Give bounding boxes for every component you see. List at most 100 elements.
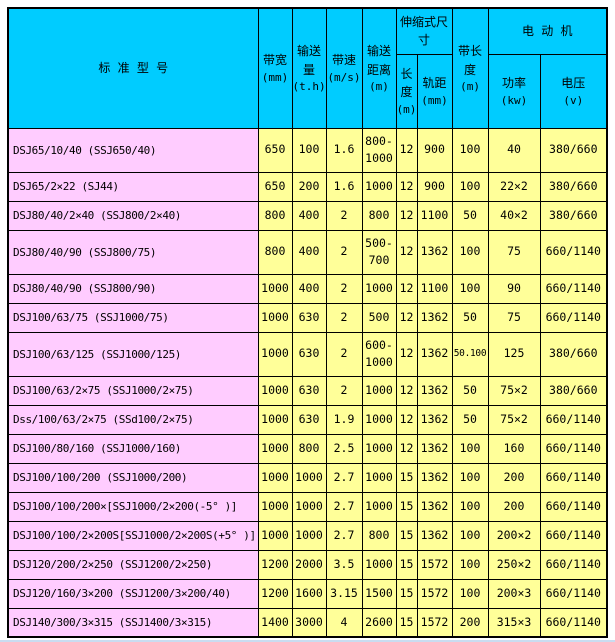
value-cell: 12 — [395, 171, 418, 202]
window-edge-line — [0, 640, 615, 642]
value-cell: 250×2 — [487, 549, 541, 580]
value-cell: 2.7 — [325, 520, 363, 551]
value-cell: 15 — [395, 491, 418, 522]
value-cell: 1000 — [257, 404, 293, 435]
value-cell: 3.15 — [325, 578, 363, 609]
value-cell: 50 — [451, 302, 489, 333]
value-cell: 800 — [361, 520, 397, 551]
header-model: 标 准 型 号 — [7, 7, 259, 129]
value-cell: 2.7 — [325, 462, 363, 493]
value-cell: 200 — [487, 491, 541, 522]
value-cell: 4 — [325, 607, 363, 638]
value-cell: 50 — [451, 200, 489, 231]
value-cell: 1000 — [257, 433, 293, 464]
value-cell: 90 — [487, 273, 541, 304]
value-cell: 400 — [291, 273, 327, 304]
value-cell: 50 — [451, 404, 489, 435]
value-cell: 100 — [451, 549, 489, 580]
value-cell: 1000 — [291, 520, 327, 551]
table-row: DSJ65/10/40 (SSJ650/40) 650 100 1.6 800-1000… — [7, 127, 608, 173]
value-cell: 400 — [291, 200, 327, 231]
value-cell: 1100 — [416, 273, 453, 304]
table-row: DSJ120/200/2×250 (SSJ1200/2×250) 1200 2000… — [7, 549, 608, 580]
model-cell: DSJ100/63/75 (SSJ1000/75) — [7, 302, 259, 333]
value-cell: 1362 — [416, 433, 453, 464]
model-cell: DSJ80/40/2×40 (SSJ800/2×40) — [7, 200, 259, 231]
value-cell: 100 — [451, 229, 489, 275]
table-row: DSJ80/40/90 (SSJ800/90) 1000 400 2 1000 12 110… — [7, 273, 608, 304]
header-telescopic-length-label: 长度 — [400, 66, 413, 100]
table-row: DSJ100/100/200×[SSJ1000/2×200(-5° )] 1000… — [7, 491, 608, 522]
value-cell: 1.6 — [325, 127, 363, 173]
value-cell: 100 — [451, 520, 489, 551]
value-cell: 800 — [257, 200, 293, 231]
value-cell: 1000 — [257, 375, 293, 406]
value-cell: 40 — [487, 127, 541, 173]
value-cell: 1000 — [361, 404, 397, 435]
value-cell: 2600 — [361, 607, 397, 638]
value-cell: 15 — [395, 462, 418, 493]
header-gauge-label: 轨距 — [422, 76, 447, 90]
value-cell: 650 — [257, 127, 293, 173]
value-cell: 800 — [291, 433, 327, 464]
value-cell: 380/660 — [539, 127, 608, 173]
value-cell: 200 — [291, 171, 327, 202]
value-cell: 630 — [291, 404, 327, 435]
header-power-unit: (kw) — [500, 93, 528, 107]
value-cell: 75×2 — [487, 375, 541, 406]
value-cell: 380/660 — [539, 375, 608, 406]
value-cell: 1500 — [361, 578, 397, 609]
value-cell: 1.6 — [325, 171, 363, 202]
model-cell: DSJ80/40/90 (SSJ800/90) — [7, 273, 259, 304]
value-cell: 1000 — [361, 433, 397, 464]
value-cell: 660/1140 — [539, 520, 608, 551]
value-cell: 660/1140 — [539, 491, 608, 522]
value-cell: 1000 — [361, 462, 397, 493]
table-row: DSJ100/80/160 (SSJ1000/160) 1000 800 2.5 100… — [7, 433, 608, 464]
value-cell: 12 — [395, 200, 418, 231]
value-cell: 1362 — [416, 331, 453, 377]
value-cell: 15 — [395, 607, 418, 638]
value-cell: 100 — [451, 171, 489, 202]
value-cell: 22×2 — [487, 171, 541, 202]
value-cell: 630 — [291, 375, 327, 406]
header-belt-length-label: 带长度 — [458, 43, 483, 77]
value-cell: 1000 — [361, 273, 397, 304]
value-cell: 12 — [395, 331, 418, 377]
value-cell: 660/1140 — [539, 462, 608, 493]
value-cell: 1000 — [291, 491, 327, 522]
value-cell: 1362 — [416, 375, 453, 406]
value-cell: 660/1140 — [539, 549, 608, 580]
table-row: DSJ140/300/3×315 (SSJ1400/3×315) 1400 3000… — [7, 607, 608, 638]
table-row: Dss/100/63/2×75 (SSd100/2×75) 1000 630 1.9 1… — [7, 404, 608, 435]
header-distance: 输送距离 (m) — [361, 7, 397, 129]
value-cell: 1000 — [361, 171, 397, 202]
value-cell: 2.5 — [325, 433, 363, 464]
header-power-label: 功率 — [502, 76, 527, 90]
value-cell: 100 — [451, 578, 489, 609]
table-row: DSJ100/63/125 (SSJ1000/125) 1000 630 2 600-1… — [7, 331, 608, 377]
table-row: DSJ100/100/2×200S[SSJ1000/2×200S(+5° )] 1… — [7, 520, 608, 551]
header-capacity: 输送量 (t.h) — [291, 7, 327, 129]
model-cell: DSJ65/2×22 (SJ44) — [7, 171, 259, 202]
table-row: DSJ80/40/2×40 (SSJ800/2×40) 800 400 2 800 12 1… — [7, 200, 608, 231]
spec-table: 标 准 型 号 带宽 (mm) 输送量 (t.h) 带速 (m/s) 输送距离 … — [7, 7, 609, 638]
value-cell: 600-1000 — [361, 331, 397, 377]
value-cell: 100 — [451, 273, 489, 304]
value-cell: 380/660 — [539, 171, 608, 202]
value-cell: 12 — [395, 273, 418, 304]
value-cell: 40×2 — [487, 200, 541, 231]
value-cell: 500-700 — [361, 229, 397, 275]
header-capacity-label: 输送量 — [296, 43, 321, 77]
value-cell: 15 — [395, 520, 418, 551]
value-cell: 50.100 — [451, 331, 489, 377]
value-cell: 1.9 — [325, 404, 363, 435]
value-cell: 160 — [487, 433, 541, 464]
model-cell: DSJ100/80/160 (SSJ1000/160) — [7, 433, 259, 464]
value-cell: 12 — [395, 229, 418, 275]
value-cell: 315×3 — [487, 607, 541, 638]
value-cell: 75 — [487, 229, 541, 275]
header-speed-label: 带速 — [331, 53, 356, 68]
value-cell: 3000 — [291, 607, 327, 638]
